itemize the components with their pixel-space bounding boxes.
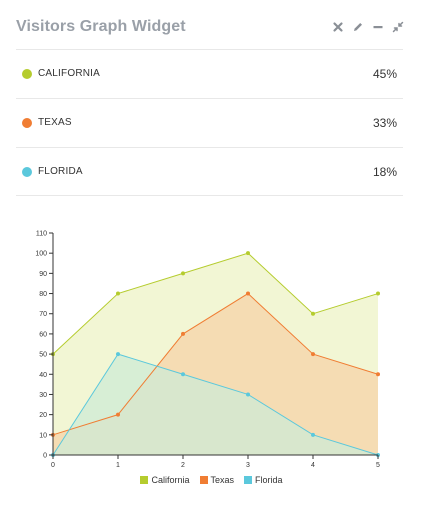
legend-label: Florida <box>255 475 283 485</box>
y-tick-label: 100 <box>35 251 47 258</box>
status-dot <box>22 69 32 79</box>
state-percent: 45% <box>372 67 397 81</box>
widget-toolbar <box>331 20 405 34</box>
data-point-texas <box>376 372 380 377</box>
data-point-california <box>376 291 380 296</box>
minimize-icon[interactable] <box>371 20 385 34</box>
state-percent: 33% <box>372 116 397 130</box>
y-tick-label: 70 <box>39 311 47 318</box>
data-point-florida <box>116 352 120 357</box>
close-icon[interactable] <box>331 20 345 34</box>
list-item: TEXAS 33% <box>16 98 403 147</box>
x-tick-label: 5 <box>376 462 380 469</box>
legend-item-texas[interactable]: Texas <box>199 475 235 485</box>
chart-svg: 0 10 20 30 40 50 60 70 80 90 100 110 0 1 2 3 4 5 <box>35 231 380 470</box>
legend-swatch <box>199 476 208 484</box>
chart-legend: California Texas Florida <box>0 475 423 485</box>
series-line-florida <box>52 353 379 456</box>
data-point-california <box>311 311 315 316</box>
data-point-california <box>246 251 250 256</box>
status-dot <box>22 167 32 177</box>
legend-swatch <box>244 476 253 484</box>
y-tick-label: 40 <box>39 372 47 379</box>
y-tick-label: 50 <box>39 352 47 359</box>
legend-label: Texas <box>210 475 235 485</box>
x-tick-label: 1 <box>116 462 120 469</box>
visitor-list: CALIFORNIA 45% TEXAS 33% FLORIDA 18% <box>16 49 403 196</box>
y-tick-label: 90 <box>39 271 47 278</box>
list-item: FLORIDA 18% <box>16 147 403 196</box>
y-tick-label: 60 <box>39 331 47 338</box>
y-tick-label: 80 <box>39 291 47 298</box>
y-tick-label: 10 <box>39 432 47 439</box>
state-label: CALIFORNIA <box>38 68 101 79</box>
y-tick-label: 30 <box>39 392 47 399</box>
state-label: TEXAS <box>38 117 72 128</box>
y-tick-label: 20 <box>39 412 47 419</box>
legend-item-california[interactable]: California <box>140 475 190 485</box>
data-point-california <box>181 271 185 276</box>
x-tick-label: 4 <box>311 462 315 469</box>
series-line-california <box>52 252 379 355</box>
y-tick-label: 0 <box>43 453 47 460</box>
legend-label: California <box>151 475 190 485</box>
pencil-icon[interactable] <box>351 20 365 34</box>
data-point-texas <box>181 331 185 336</box>
data-point-texas <box>116 412 120 417</box>
data-point-florida <box>181 372 185 377</box>
widget-title: Visitors Graph Widget <box>16 18 186 35</box>
visitors-area-chart: 0 10 20 30 40 50 60 70 80 90 100 110 0 1 2 3 4 5 <box>0 222 423 502</box>
data-point-texas <box>311 352 315 357</box>
state-percent: 18% <box>372 165 397 179</box>
state-label: FLORIDA <box>38 166 83 177</box>
compress-icon[interactable] <box>391 20 405 34</box>
list-item: CALIFORNIA 45% <box>16 49 403 98</box>
series-area-florida <box>53 354 378 455</box>
y-tick-label: 110 <box>36 231 47 238</box>
widget-header: Visitors Graph Widget <box>16 14 405 42</box>
x-tick-label: 3 <box>246 462 250 469</box>
status-dot <box>22 118 32 128</box>
x-tick-label: 2 <box>181 462 185 469</box>
data-point-texas <box>246 291 250 296</box>
data-point-california <box>116 291 120 296</box>
data-point-florida <box>311 432 315 437</box>
data-point-florida <box>246 392 250 397</box>
legend-item-florida[interactable]: Florida <box>244 475 283 485</box>
series-line-texas <box>52 292 379 436</box>
legend-swatch <box>140 476 149 484</box>
x-tick-label: 0 <box>51 462 55 469</box>
